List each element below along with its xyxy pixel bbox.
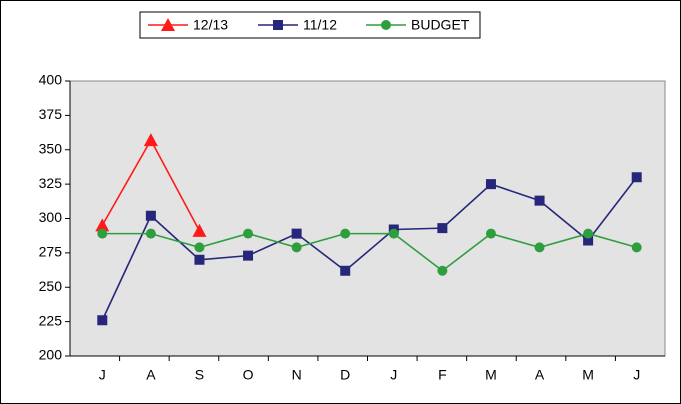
data-point: [97, 228, 108, 239]
data-point: [243, 250, 254, 261]
data-point: [583, 235, 594, 246]
legend-label: BUDGET: [411, 17, 470, 33]
legend-marker: [161, 18, 175, 31]
data-point: [291, 242, 302, 253]
x-tick-label: A: [146, 367, 156, 383]
data-point: [192, 223, 207, 237]
data-point: [534, 242, 545, 253]
x-tick-label: N: [292, 367, 302, 383]
x-tick-label: D: [340, 367, 350, 383]
x-tick-label: J: [633, 367, 640, 383]
data-point: [97, 315, 108, 326]
x-tick-label: M: [485, 367, 497, 383]
data-point: [485, 179, 496, 190]
data-point: [291, 228, 302, 239]
x-tick-label: M: [582, 367, 594, 383]
x-tick-label: J: [99, 367, 106, 383]
data-point: [340, 265, 351, 276]
y-tick-label: 400: [39, 72, 63, 88]
legend-label: 12/13: [193, 17, 228, 33]
y-tick-label: 275: [39, 244, 63, 260]
y-tick-label: 200: [39, 347, 63, 363]
y-tick-label: 250: [39, 278, 63, 294]
legend-marker: [381, 20, 391, 30]
data-point: [194, 254, 205, 265]
data-point: [145, 210, 156, 221]
data-point: [194, 242, 205, 253]
x-tick-label: O: [243, 367, 254, 383]
x-tick-label: S: [195, 367, 204, 383]
data-point: [485, 228, 496, 239]
data-point: [95, 218, 110, 232]
series-line: [102, 232, 637, 272]
y-tick-label: 325: [39, 175, 63, 191]
y-tick-label: 350: [39, 140, 63, 156]
legend-label: 11/12: [303, 17, 337, 33]
data-point: [145, 228, 156, 239]
data-point: [534, 195, 545, 206]
x-tick-label: F: [438, 367, 447, 383]
legend-marker: [273, 20, 283, 30]
data-point: [388, 228, 399, 239]
legend-box: [139, 11, 481, 39]
data-point: [340, 228, 351, 239]
y-tick-label: 300: [39, 209, 63, 225]
y-tick-label: 375: [39, 106, 63, 122]
data-point: [631, 242, 642, 253]
data-point: [583, 228, 594, 239]
y-tick-label: 225: [39, 312, 63, 328]
data-point: [631, 172, 642, 183]
data-point: [143, 133, 158, 147]
x-tick-label: J: [390, 367, 397, 383]
data-point: [437, 265, 448, 276]
data-point: [243, 228, 254, 239]
series-line: [101, 176, 638, 321]
plot-area: [69, 80, 666, 357]
x-tick-label: A: [535, 367, 545, 383]
data-point: [437, 223, 448, 234]
